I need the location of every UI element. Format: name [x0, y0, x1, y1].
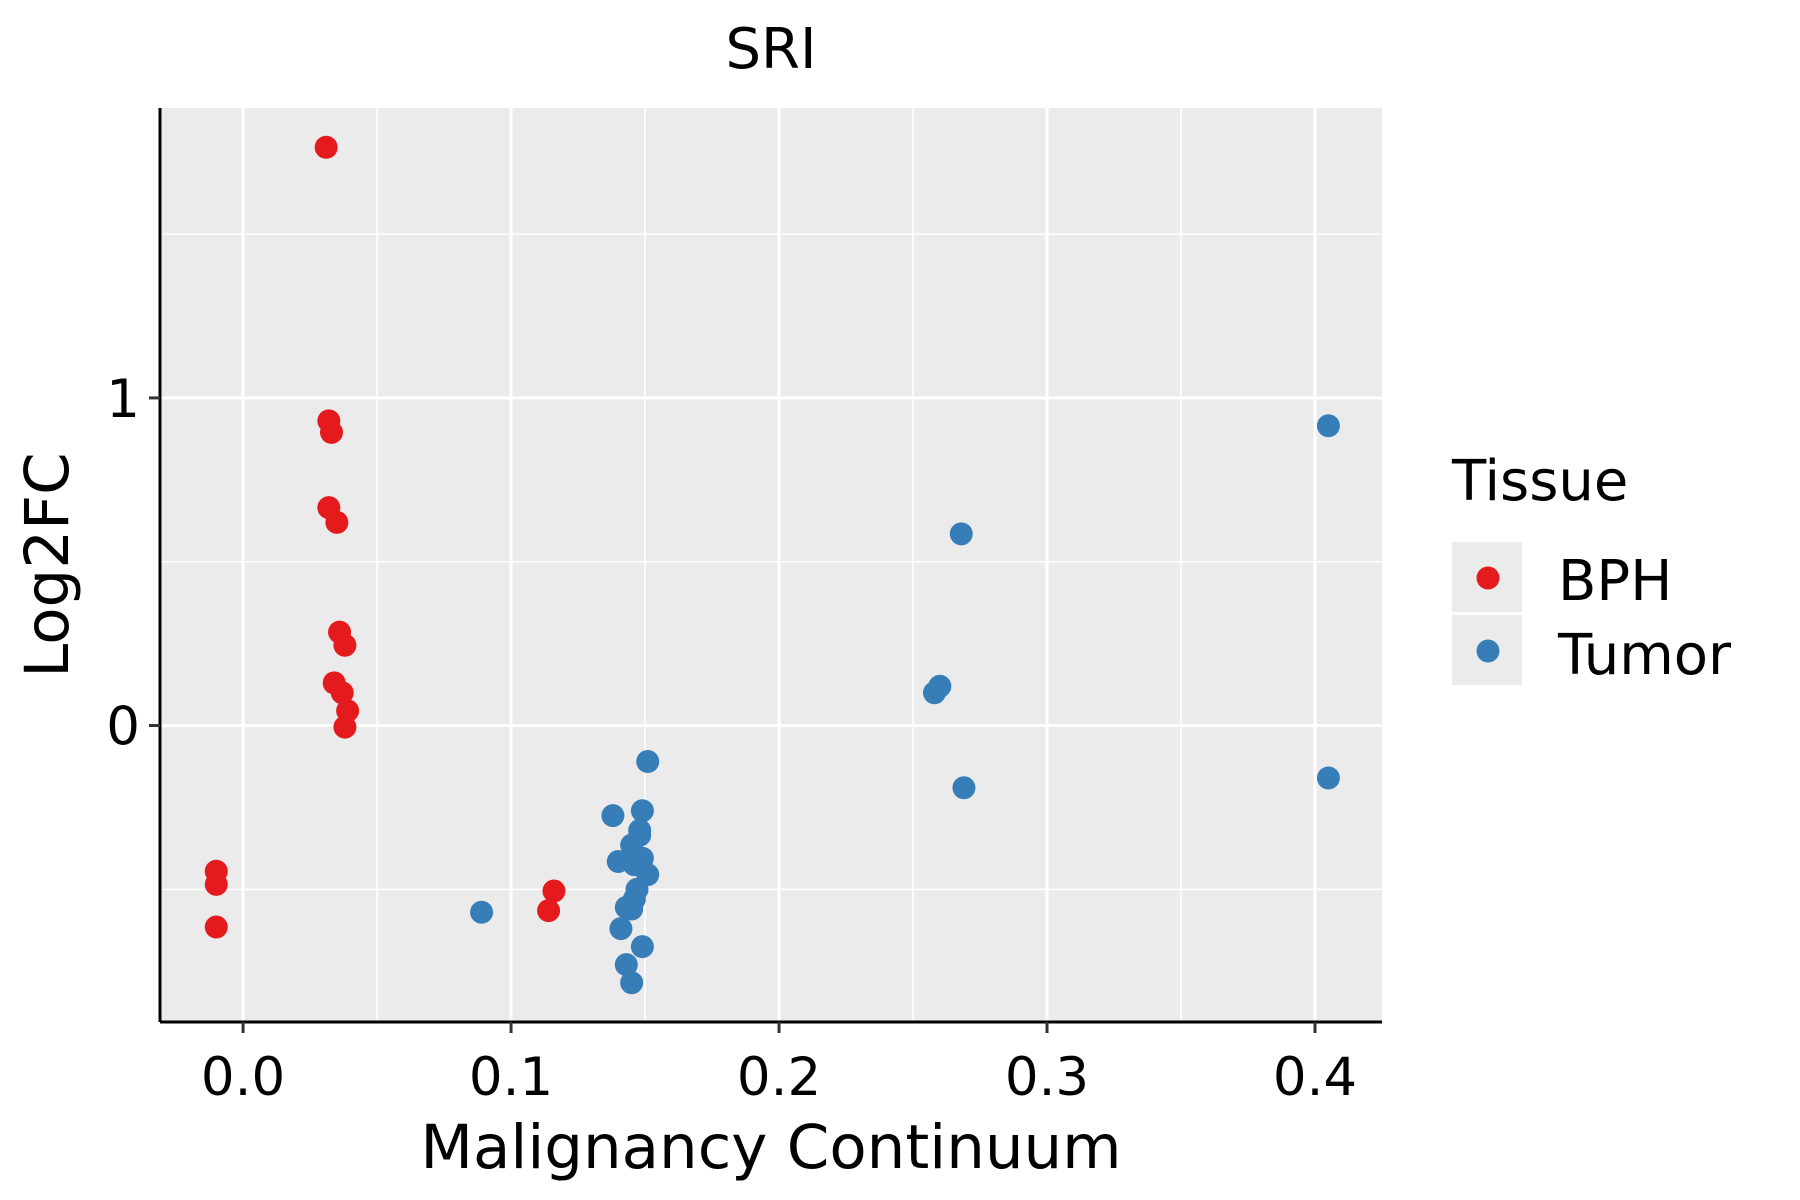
y-tick-label: 0: [106, 697, 140, 758]
x-axis-ticks: 0.0 0.1 0.2 0.3 0.4: [201, 1022, 1357, 1108]
data-point-tumor: [620, 971, 644, 995]
data-point-tumor: [470, 900, 494, 924]
plot-panel: [160, 108, 1382, 1022]
x-tick-label: 0.1: [469, 1047, 553, 1108]
data-point-tumor: [636, 750, 660, 774]
data-point-tumor: [630, 799, 654, 823]
data-point-tumor: [1316, 414, 1340, 438]
legend-key-tumor: [1476, 639, 1500, 663]
grid-major: [160, 108, 1382, 1022]
x-tick-label: 0.0: [201, 1047, 285, 1108]
legend-title: Tissue: [1451, 449, 1628, 514]
grid-minor: [160, 108, 1382, 1022]
data-point-bph: [314, 135, 338, 159]
data-point-bph: [320, 420, 344, 444]
data-point-tumor: [1316, 766, 1340, 790]
data-point-tumor: [922, 681, 946, 705]
y-axis-ticks: 01: [106, 369, 160, 758]
data-point-bph: [537, 899, 561, 923]
data-point-bph: [542, 879, 566, 903]
data-point-tumor: [614, 953, 638, 977]
legend-label-tumor: Tumor: [1557, 623, 1732, 688]
y-tick-label: 1: [106, 369, 140, 430]
legend-label-bph: BPH: [1558, 549, 1672, 614]
x-tick-label: 0.4: [1273, 1047, 1357, 1108]
data-point-tumor: [630, 935, 654, 959]
data-point-tumor: [952, 776, 976, 800]
data-point-bph: [204, 872, 228, 896]
data-point-tumor: [949, 522, 973, 546]
data-point-bph: [330, 681, 354, 705]
data-point-tumor: [614, 895, 638, 919]
data-point-tumor: [601, 804, 625, 828]
data-point-bph: [325, 510, 349, 534]
x-axis-label: Malignancy Continuum: [420, 1112, 1121, 1183]
data-point-bph: [333, 633, 357, 657]
legend: Tissue BPH Tumor: [1451, 449, 1732, 688]
data-points: [204, 135, 1340, 995]
data-point-tumor: [609, 917, 633, 941]
legend-key-bph: [1476, 566, 1500, 590]
y-axis-label: Log2FC: [12, 452, 83, 677]
x-tick-label: 0.3: [1005, 1047, 1089, 1108]
chart-title: SRI: [726, 17, 817, 82]
data-point-bph: [333, 715, 357, 739]
x-tick-label: 0.2: [737, 1047, 821, 1108]
data-point-bph: [204, 915, 228, 939]
